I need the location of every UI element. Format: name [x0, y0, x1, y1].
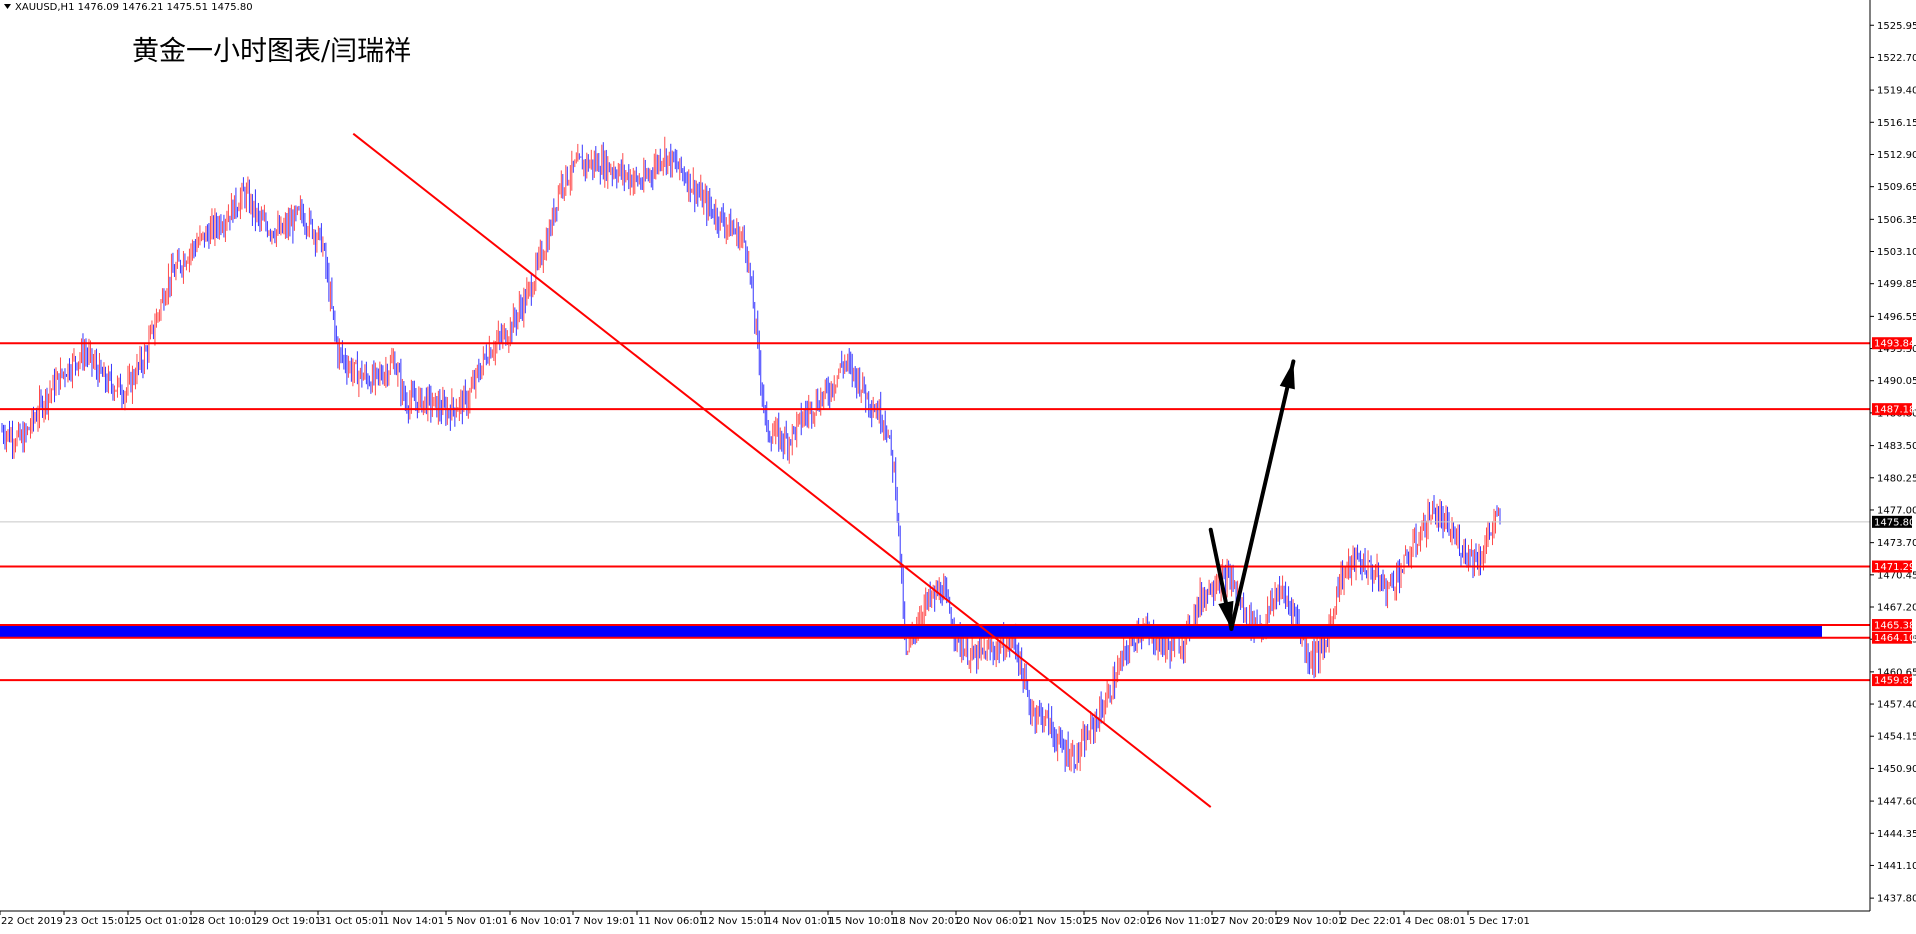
y-tick-label: 1499.85: [1877, 279, 1916, 290]
y-tick-label: 1522.70: [1877, 53, 1916, 64]
y-tick-label: 1454.15: [1877, 732, 1916, 743]
x-tick-label: 27 Nov 20:01: [1213, 916, 1280, 927]
pullback-arrow[interactable]: [1208, 527, 1234, 631]
svg-text:1471.29: 1471.29: [1874, 562, 1915, 573]
y-tick-label: 1437.80: [1877, 894, 1916, 905]
x-tick-label: 5 Nov 01:01: [447, 916, 508, 927]
svg-text:1459.82: 1459.82: [1874, 676, 1915, 687]
downtrend-line[interactable]: [352, 132, 1212, 808]
svg-text:1493.84: 1493.84: [1874, 339, 1915, 350]
x-tick-label: 1 Nov 14:01: [383, 916, 444, 927]
x-tick-label: 12 Nov 15:01: [702, 916, 769, 927]
current-price-tag: 1475.80: [1872, 515, 1915, 528]
y-tick-label: 1444.35: [1877, 829, 1916, 840]
svg-text:1487.18: 1487.18: [1874, 405, 1915, 416]
x-tick-label: 28 Oct 10:01: [192, 916, 257, 927]
chart-annotation-title: 黄金一小时图表/闫瑞祥: [132, 36, 411, 67]
y-tick-label: 1457.40: [1877, 700, 1916, 711]
y-tick-label: 1477.00: [1877, 505, 1916, 516]
x-tick-label: 2 Dec 22:01: [1341, 916, 1402, 927]
svg-text:1464.10: 1464.10: [1874, 633, 1915, 644]
x-tick-label: 25 Oct 01:01: [129, 916, 194, 927]
y-tick-label: 1450.90: [1877, 764, 1916, 775]
level-price-tag: 1493.84: [1872, 337, 1915, 350]
level-price-tag: 1471.29: [1872, 560, 1915, 573]
x-tick-label: 29 Nov 10:01: [1277, 916, 1344, 927]
x-tick-label: 26 Nov 11:01: [1149, 916, 1216, 927]
support-zone: [0, 625, 1822, 638]
y-tick-label: 1496.55: [1877, 312, 1916, 323]
y-tick-label: 1467.20: [1877, 603, 1916, 614]
levels-layer: [0, 342, 1870, 682]
y-tick-label: 1441.10: [1877, 861, 1916, 872]
x-tick-label: 20 Nov 06:01: [957, 916, 1024, 927]
y-tick-label: 1525.95: [1877, 21, 1916, 32]
y-tick-label: 1470.45: [1877, 570, 1916, 581]
rally-arrow[interactable]: [1229, 359, 1296, 631]
candles-layer: [1, 136, 1501, 774]
y-tick-label: 1483.50: [1877, 441, 1916, 452]
x-tick-label: 11 Nov 06:01: [638, 916, 705, 927]
x-tick-label: 15 Nov 10:01: [829, 916, 896, 927]
svg-text:1465.38: 1465.38: [1874, 621, 1915, 632]
symbol-info: XAUUSD,H1 1476.09 1476.21 1475.51 1475.8…: [15, 2, 253, 13]
x-tick-label: 21 Nov 15:01: [1021, 916, 1088, 927]
y-tick-label: 1516.15: [1877, 118, 1916, 129]
svg-text:1475.80: 1475.80: [1874, 517, 1915, 528]
level-price-tag: 1464.10: [1872, 631, 1915, 644]
y-tick-label: 1493.30: [1877, 344, 1916, 355]
y-tick-label: 1506.35: [1877, 215, 1916, 226]
overlays-layer: [352, 132, 1296, 808]
y-tick-label: 1503.10: [1877, 247, 1916, 258]
y-tick-label: 1490.05: [1877, 376, 1916, 387]
x-tick-label: 7 Nov 19:01: [574, 916, 635, 927]
y-tick-label: 1473.70: [1877, 538, 1916, 549]
y-tick-label: 1512.90: [1877, 150, 1916, 161]
x-tick-label: 22 Oct 2019: [1, 916, 63, 927]
y-tick-label: 1460.65: [1877, 667, 1916, 678]
y-tick-label: 1509.65: [1877, 182, 1916, 193]
level-price-tag: 1487.18: [1872, 403, 1915, 416]
level-price-tag: 1465.38: [1872, 619, 1915, 632]
y-tick-label: 1447.60: [1877, 797, 1916, 808]
x-tick-label: 6 Nov 10:01: [511, 916, 572, 927]
x-tick-label: 14 Nov 01:01: [766, 916, 833, 927]
x-tick-label: 5 Dec 17:01: [1469, 916, 1530, 927]
x-tick-label: 29 Oct 19:01: [256, 916, 321, 927]
y-tick-label: 1480.25: [1877, 473, 1916, 484]
level-price-tag: 1459.82: [1872, 674, 1915, 687]
x-tick-label: 23 Oct 15:01: [65, 916, 130, 927]
x-tick-label: 31 Oct 05:01: [319, 916, 384, 927]
symbol-dropdown-icon[interactable]: [4, 4, 11, 9]
x-tick-label: 18 Nov 20:01: [893, 916, 960, 927]
y-tick-label: 1519.40: [1877, 86, 1916, 97]
x-tick-label: 25 Nov 02:01: [1085, 916, 1152, 927]
x-tick-label: 4 Dec 08:01: [1405, 916, 1466, 927]
